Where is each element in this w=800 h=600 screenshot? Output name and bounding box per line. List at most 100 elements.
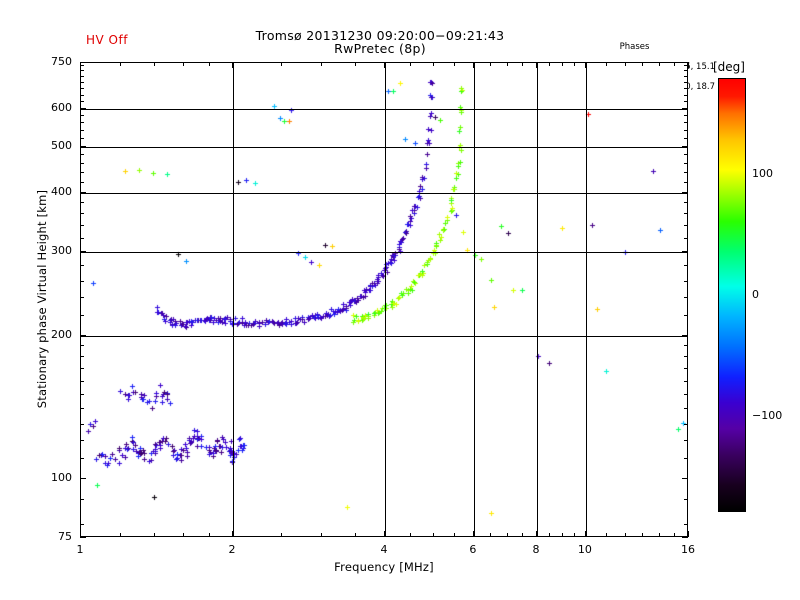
x-tick-minor	[507, 533, 508, 537]
x-tick-major	[384, 531, 385, 537]
y-tick-minor	[80, 238, 84, 239]
colorbar-tick-label: 100	[752, 167, 773, 181]
y-tick-minor-right	[684, 130, 688, 131]
y-tick-label: 100	[51, 470, 72, 484]
x-tick-minor	[355, 533, 356, 537]
y-tick-minor	[80, 345, 84, 346]
y-tick-minor-right	[684, 297, 688, 298]
y-tick-minor	[80, 70, 84, 71]
y-tick-minor	[80, 172, 84, 173]
y-tick-minor	[80, 130, 84, 131]
y-tick-major-right	[682, 108, 688, 109]
y-axis-label: Stationary phase Virtual Height [km]	[35, 189, 49, 409]
x-tick-minor	[281, 533, 282, 537]
x-tick-major	[688, 531, 689, 537]
gridline-vertical	[586, 63, 587, 536]
x-tick-major	[536, 531, 537, 537]
y-tick-minor-right	[684, 424, 688, 425]
y-tick-minor	[80, 368, 84, 369]
gridline-vertical	[385, 63, 386, 536]
gridline-horizontal	[81, 252, 687, 253]
x-tick-minor-top	[562, 62, 563, 66]
x-tick-major	[585, 531, 586, 537]
x-tick-minor	[321, 533, 322, 537]
y-tick-minor-right	[684, 82, 688, 83]
y-tick-label: 300	[51, 244, 72, 258]
y-tick-minor	[80, 202, 84, 203]
x-tick-minor-top	[454, 62, 455, 66]
y-tick-minor-right	[684, 101, 688, 102]
x-tick-label: 8	[532, 543, 540, 556]
y-tick-label: 600	[51, 101, 72, 115]
plot-title-line2: RwPretec (8p)	[334, 41, 426, 56]
phase-stats-header: Phases	[619, 42, 650, 52]
y-tick-major	[80, 251, 86, 252]
x-tick-minor	[625, 533, 626, 537]
x-tick-minor-top	[120, 62, 121, 66]
y-tick-minor-right	[684, 70, 688, 71]
y-tick-minor	[80, 163, 84, 164]
y-tick-label: 500	[51, 138, 72, 152]
x-tick-minor	[120, 533, 121, 537]
x-tick-major-top	[536, 62, 537, 68]
y-tick-major-right	[682, 62, 688, 63]
y-tick-label: 200	[51, 327, 72, 341]
x-tick-minor	[562, 533, 563, 537]
plot-area	[80, 62, 688, 537]
y-tick-minor-right	[684, 154, 688, 155]
y-tick-minor-right	[684, 138, 688, 139]
x-tick-minor	[183, 533, 184, 537]
y-tick-major-right	[682, 478, 688, 479]
x-tick-major-top	[585, 62, 586, 68]
x-tick-label: 6	[469, 543, 477, 556]
y-tick-minor-right	[684, 238, 688, 239]
y-tick-minor	[80, 524, 84, 525]
y-tick-minor-right	[684, 182, 688, 183]
y-tick-minor	[80, 101, 84, 102]
gridline-horizontal	[81, 147, 687, 148]
x-tick-minor	[454, 533, 455, 537]
y-tick-minor-right	[684, 499, 688, 500]
x-tick-label: 4	[380, 543, 388, 556]
x-tick-minor	[490, 533, 491, 537]
y-tick-minor-right	[684, 315, 688, 316]
gridline-vertical	[474, 63, 475, 536]
y-tick-major	[80, 146, 86, 147]
x-tick-minor	[606, 533, 607, 537]
x-tick-major-top	[688, 62, 689, 68]
x-tick-minor-top	[549, 62, 550, 66]
x-tick-minor-top	[281, 62, 282, 66]
x-tick-minor-top	[642, 62, 643, 66]
x-tick-minor-top	[574, 62, 575, 66]
y-tick-major-right	[682, 146, 688, 147]
x-tick-major	[232, 531, 233, 537]
x-tick-minor-top	[522, 62, 523, 66]
y-tick-major	[80, 192, 86, 193]
y-tick-minor	[80, 76, 84, 77]
y-tick-major	[80, 108, 86, 109]
x-tick-major-top	[232, 62, 233, 68]
x-tick-minor-top	[154, 62, 155, 66]
y-tick-minor	[80, 499, 84, 500]
colorbar-tick-label: 0	[752, 288, 759, 301]
y-tick-minor	[80, 138, 84, 139]
y-tick-minor	[80, 297, 84, 298]
x-tick-minor	[659, 533, 660, 537]
colorbar-unit-label: [deg]	[713, 60, 745, 74]
x-tick-minor-top	[433, 62, 434, 66]
y-tick-minor	[80, 154, 84, 155]
y-tick-minor	[80, 281, 84, 282]
x-tick-minor-top	[606, 62, 607, 66]
y-tick-minor-right	[684, 95, 688, 96]
y-tick-minor	[80, 122, 84, 123]
y-tick-major-right	[682, 537, 688, 538]
x-tick-minor	[410, 533, 411, 537]
hv-status-label: HV Off	[86, 33, 128, 47]
y-tick-major-right	[682, 335, 688, 336]
gridline-horizontal	[81, 109, 687, 110]
x-tick-major-top	[473, 62, 474, 68]
y-tick-minor	[80, 458, 84, 459]
x-tick-minor	[154, 533, 155, 537]
y-tick-minor	[80, 394, 84, 395]
